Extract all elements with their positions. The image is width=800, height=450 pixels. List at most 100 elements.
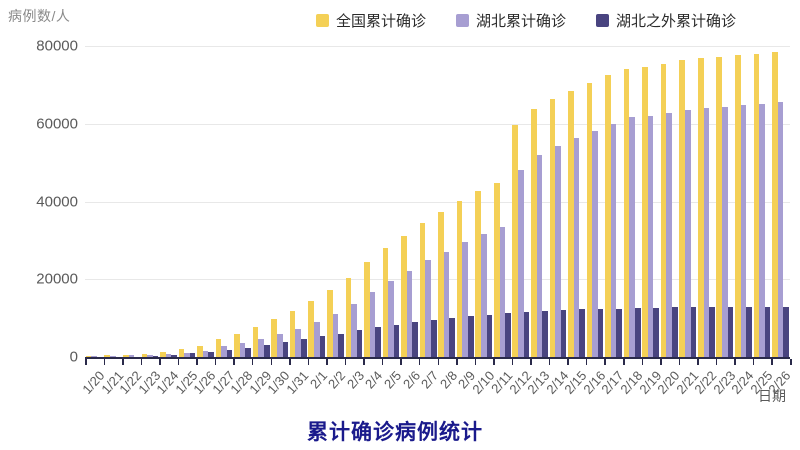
bar-outside-hubei <box>245 347 252 357</box>
bar-group-2/15 <box>567 46 586 357</box>
x-tick <box>456 359 458 365</box>
bar-outside-hubei <box>152 355 159 357</box>
x-tick <box>511 359 514 365</box>
bar-group-2/10 <box>474 46 493 357</box>
bar-national <box>531 108 537 357</box>
bar-hubei <box>388 280 394 357</box>
bar-outside-hubei <box>430 319 437 357</box>
legend-marker-outside-hubei <box>596 14 610 27</box>
bar-group-2/16 <box>586 46 605 357</box>
bar-outside-hubei <box>616 308 622 357</box>
bar-hubei <box>592 130 598 357</box>
y-tick-label: 80000 <box>36 37 78 55</box>
y-tick-label: 20000 <box>36 270 78 288</box>
bar-national <box>160 352 166 357</box>
y-axis-title: 病例数/人 <box>8 8 71 24</box>
bar-outside-hubei <box>189 353 196 357</box>
bar-hubei <box>462 241 468 357</box>
bar-hubei <box>536 154 543 357</box>
bar-national <box>660 63 667 357</box>
bar-hubei <box>573 138 580 357</box>
bar-group-1/27 <box>215 46 234 357</box>
x-tick <box>530 359 532 365</box>
bar-hubei <box>276 334 283 357</box>
bar-hubei <box>443 251 450 357</box>
gridline <box>85 201 790 203</box>
y-tick-label: 0 <box>69 348 78 366</box>
bar-outside-hubei <box>653 308 660 357</box>
x-tick <box>122 359 124 365</box>
legend-marker-national <box>316 14 329 27</box>
bar-group-2/26 <box>771 46 790 357</box>
x-tick <box>85 359 87 365</box>
x-tick <box>400 359 402 365</box>
bar-outside-hubei <box>393 324 400 357</box>
x-tick <box>103 359 106 365</box>
x-tick <box>623 359 625 365</box>
bar-hubei <box>740 105 747 357</box>
bar-national <box>735 55 741 357</box>
chart-title: 累计确诊病例统计 <box>307 421 483 444</box>
bar-outside-hubei <box>375 327 381 357</box>
x-tick <box>548 359 551 365</box>
legend-item-outside-hubei: 湖北之外累计确诊 <box>596 10 736 31</box>
x-tick <box>567 359 569 365</box>
bar-hubei <box>295 329 302 357</box>
bar-group-2/9 <box>456 46 475 357</box>
bar-outside-hubei <box>542 310 548 357</box>
bar-outside-hubei <box>412 321 418 357</box>
bar-outside-hubei <box>263 344 270 357</box>
bar-outside-hubei <box>560 310 567 357</box>
bars-layer <box>85 46 790 357</box>
bar-national <box>252 327 259 357</box>
bar-group-2/20 <box>660 46 679 357</box>
bar-hubei <box>610 123 617 357</box>
x-tick <box>289 359 291 365</box>
bar-hubei <box>666 113 673 357</box>
bar-group-2/13 <box>530 46 549 357</box>
bar-hubei <box>221 346 227 357</box>
bar-group-1/25 <box>178 46 197 357</box>
bar-hubei <box>425 260 431 357</box>
bar-hubei <box>777 102 784 357</box>
bar-hubei <box>703 107 710 357</box>
bar-national <box>382 248 389 357</box>
bar-national <box>104 355 111 357</box>
bar-hubei <box>406 271 413 357</box>
x-tick <box>734 359 736 365</box>
bar-group-2/11 <box>493 46 512 357</box>
bar-hubei <box>369 292 376 357</box>
bar-group-2/25 <box>753 46 772 357</box>
bar-group-1/30 <box>270 46 289 357</box>
bar-outside-hubei <box>486 314 493 357</box>
x-tick <box>771 359 773 365</box>
bar-group-2/24 <box>734 46 753 357</box>
bar-hubei <box>722 107 728 357</box>
bar-national <box>438 212 444 357</box>
x-tick <box>790 359 792 365</box>
x-tick <box>715 359 718 365</box>
bar-hubei <box>555 145 561 357</box>
legend-item-hubei: 湖北累计确诊 <box>456 10 566 31</box>
bar-group-1/26 <box>196 46 215 357</box>
bar-national <box>308 301 315 357</box>
bar-group-1/23 <box>141 46 160 357</box>
bar-national <box>364 262 370 357</box>
x-tick <box>140 359 143 365</box>
bar-national <box>586 82 593 357</box>
bar-group-2/4 <box>363 46 382 357</box>
bar-hubei <box>684 110 691 357</box>
bar-national <box>85 355 92 357</box>
bar-hubei <box>647 115 654 357</box>
bar-outside-hubei <box>449 317 456 357</box>
bar-national <box>716 57 723 357</box>
x-axis-title: 日期 <box>758 388 786 404</box>
bar-group-2/6 <box>400 46 419 357</box>
x-tick <box>474 359 477 365</box>
bar-national <box>549 98 556 357</box>
bar-hubei <box>110 355 116 357</box>
bar-national <box>197 346 203 357</box>
bar-outside-hubei <box>208 351 214 357</box>
bar-national <box>345 277 352 357</box>
bar-group-2/14 <box>549 46 568 357</box>
